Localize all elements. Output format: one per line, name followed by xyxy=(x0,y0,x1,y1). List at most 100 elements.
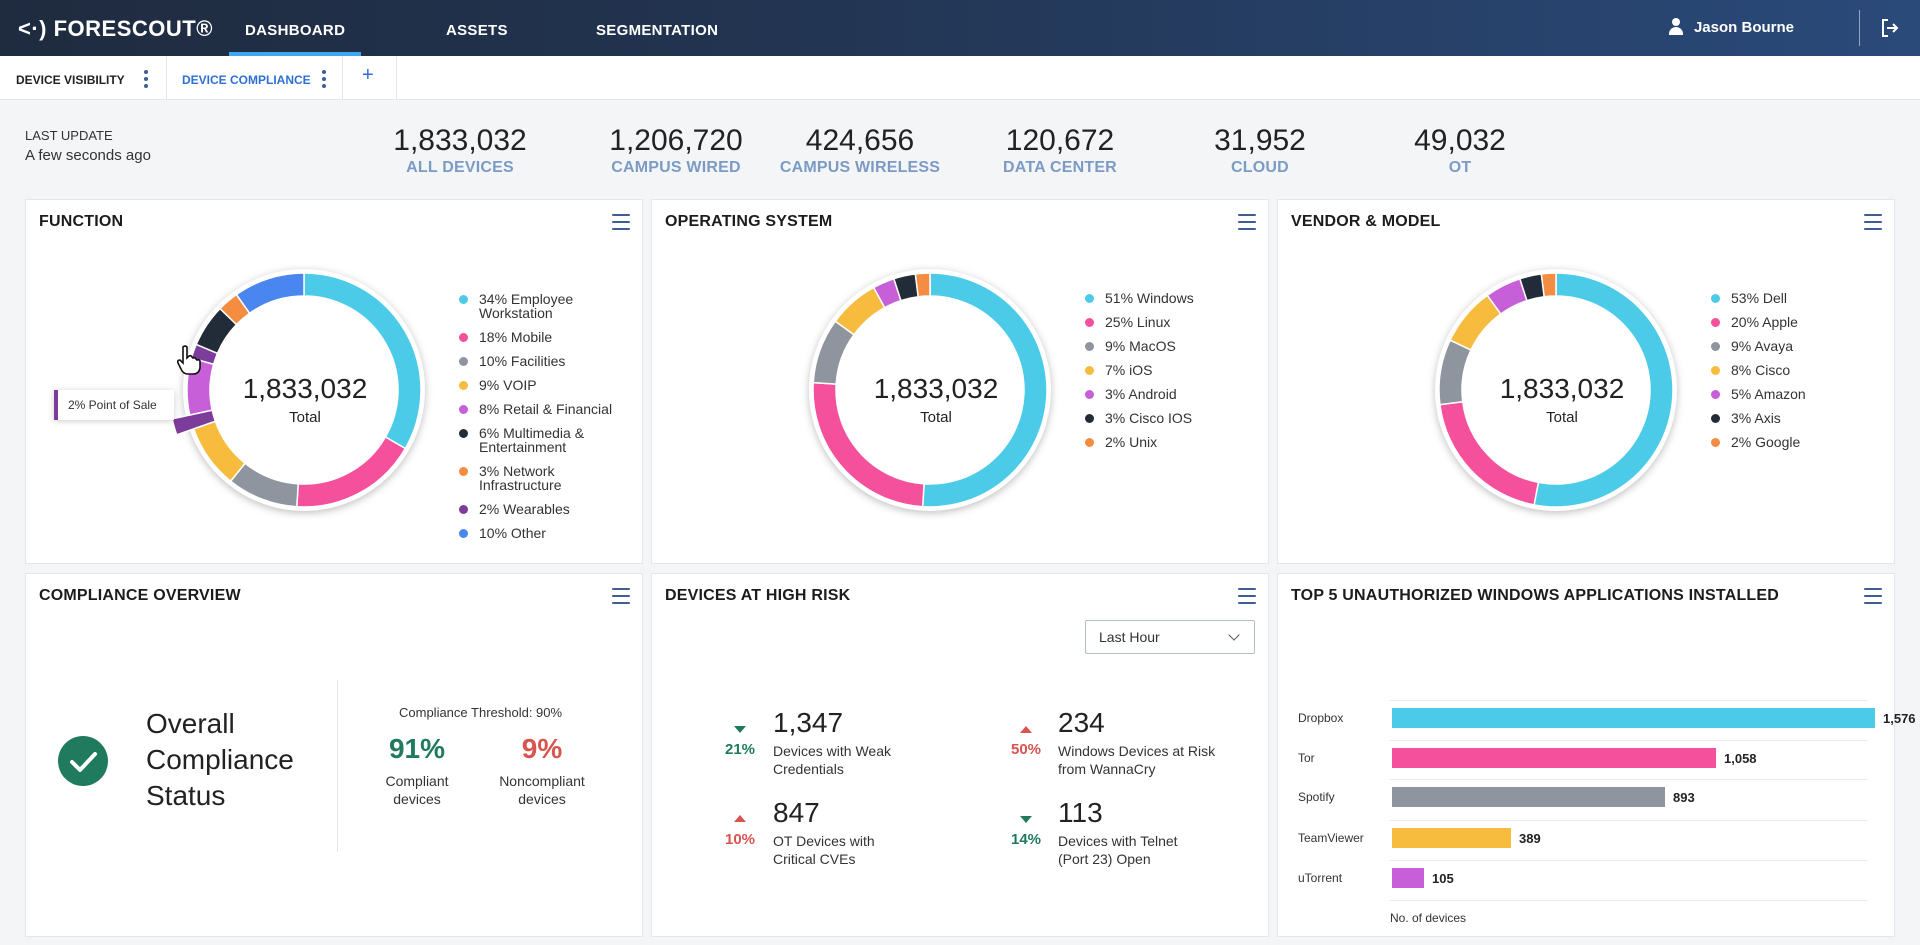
forescout-logo[interactable]: <·) FORESCOUT® xyxy=(18,16,213,41)
menu-icon[interactable] xyxy=(612,214,630,230)
desc-line: Windows Devices at Risk xyxy=(1058,743,1216,759)
risk-count[interactable]: 113 xyxy=(1058,797,1103,828)
legend-item[interactable]: 18% Mobile xyxy=(459,330,612,344)
legend-item[interactable]: 20% Apple xyxy=(1711,315,1806,329)
stat-value: 424,656 xyxy=(805,124,915,157)
function-donut-chart[interactable] xyxy=(160,260,460,520)
legend-item[interactable]: 25% Linux xyxy=(1085,315,1194,329)
user-name: Jason Bourne xyxy=(1693,18,1794,36)
select-value: Last Hour xyxy=(1099,629,1160,645)
legend-item[interactable]: 3% Android xyxy=(1085,387,1194,401)
menu-icon[interactable] xyxy=(612,588,630,604)
legend-item[interactable]: 10% Other xyxy=(459,526,612,540)
kebab-icon[interactable] xyxy=(144,70,148,88)
donut-slice-unix[interactable] xyxy=(914,272,931,298)
bar-category-label: uTorrent xyxy=(1298,871,1343,885)
legend-item[interactable]: 8% Cisco xyxy=(1711,363,1806,377)
bar-teamviewer[interactable] xyxy=(1392,828,1511,848)
legend-item[interactable]: 7% iOS xyxy=(1085,363,1194,377)
chevron-down-icon xyxy=(1228,629,1240,641)
os-donut-chart[interactable] xyxy=(786,260,1086,520)
donut-slice-dell[interactable] xyxy=(1533,272,1674,508)
legend-dot xyxy=(1711,318,1720,327)
legend-dot xyxy=(459,405,468,414)
desc-line: from WannaCry xyxy=(1058,761,1156,777)
legend-dot xyxy=(459,529,468,538)
legend-dot xyxy=(1711,414,1720,423)
risk-description: Windows Devices at Risk from WannaCry xyxy=(1058,742,1238,778)
menu-icon[interactable] xyxy=(1864,588,1882,604)
overall-line: Compliance xyxy=(146,744,294,775)
legend-dot xyxy=(459,333,468,342)
menu-icon[interactable] xyxy=(1864,214,1882,230)
legend-dot xyxy=(1711,342,1720,351)
legend-label: 8% Retail & Financial xyxy=(479,401,613,417)
vendor-donut-chart[interactable] xyxy=(1412,260,1712,520)
tab-device-compliance[interactable]: DEVICE COMPLIANCE xyxy=(182,56,342,100)
legend-item[interactable]: 9% Avaya xyxy=(1711,339,1806,353)
top-unauthorized-apps-card: TOP 5 UNAUTHORIZED WINDOWS APPLICATIONS … xyxy=(1277,573,1895,937)
stat-campus-wireless[interactable]: 424,656 CAMPUS WIRELESS xyxy=(760,124,960,178)
stat-data-center[interactable]: 120,672 DATA CENTER xyxy=(960,124,1160,178)
risk-count[interactable]: 847 xyxy=(773,797,820,828)
time-range-select[interactable]: Last Hour xyxy=(1085,620,1255,654)
stat-ot[interactable]: 49,032 OT xyxy=(1360,124,1560,178)
nav-tab-assets[interactable]: ASSETS xyxy=(446,22,508,39)
bar-dropbox[interactable] xyxy=(1392,708,1875,728)
legend-item[interactable]: 3% Network Infrastructure xyxy=(459,464,612,492)
trend-up-icon xyxy=(734,815,746,822)
legend-dot xyxy=(1085,294,1094,303)
legend-item[interactable]: 3% Axis xyxy=(1711,411,1806,425)
bar-category-label: Tor xyxy=(1298,751,1315,765)
top-navigation: <·) FORESCOUT® DASHBOARD ASSETS SEGMENTA… xyxy=(0,0,1920,56)
legend-item[interactable]: 8% Retail & Financial xyxy=(459,402,612,416)
legend-item[interactable]: 5% Amazon xyxy=(1711,387,1806,401)
function-legend: 34% Employee Workstation 18% Mobile 10% … xyxy=(459,292,612,540)
nav-tab-segmentation[interactable]: SEGMENTATION xyxy=(596,22,719,39)
donut-slice-google[interactable] xyxy=(1540,272,1557,298)
legend-item[interactable]: 9% VOIP xyxy=(459,378,612,392)
tab-divider xyxy=(396,56,397,100)
legend-label: 9% MacOS xyxy=(1105,338,1176,354)
stat-cloud[interactable]: 31,952 CLOUD xyxy=(1160,124,1360,178)
legend-item[interactable]: 2% Unix xyxy=(1085,435,1194,449)
kebab-icon[interactable] xyxy=(322,70,326,88)
compliant-percent: 91% xyxy=(388,733,446,764)
legend-item[interactable]: 2% Google xyxy=(1711,435,1806,449)
legend-item[interactable]: 6% Multimedia & Entertainment xyxy=(459,426,612,454)
hand-cursor-icon xyxy=(176,345,201,375)
tab-device-visibility[interactable]: DEVICE VISIBILITY xyxy=(16,56,166,100)
logout-icon[interactable] xyxy=(1880,18,1900,38)
legend-dot xyxy=(1711,366,1720,375)
gridline xyxy=(1390,820,1868,821)
legend-dot xyxy=(1085,438,1094,447)
legend-item[interactable]: 53% Dell xyxy=(1711,291,1806,305)
donut-total-label: Total xyxy=(920,409,952,426)
menu-icon[interactable] xyxy=(1238,214,1256,230)
donut-slice-other[interactable] xyxy=(235,272,305,315)
legend-item[interactable]: 51% Windows xyxy=(1085,291,1194,305)
last-update-label: LAST UPDATE xyxy=(25,128,113,143)
bar-utorrent[interactable] xyxy=(1392,868,1424,888)
stat-campus-wired[interactable]: 1,206,720 CAMPUS WIRED xyxy=(576,124,776,178)
legend-item[interactable]: 2% Wearables xyxy=(459,502,612,516)
nav-tab-dashboard[interactable]: DASHBOARD xyxy=(228,0,362,56)
bar-spotify[interactable] xyxy=(1392,787,1665,807)
stat-value: 49,032 xyxy=(1414,124,1506,157)
bar-category-label: Spotify xyxy=(1298,790,1335,804)
legend-item[interactable]: 9% MacOS xyxy=(1085,339,1194,353)
stat-all-devices[interactable]: 1,833,032 ALL DEVICES xyxy=(360,124,560,178)
legend-label: 34% Employee Workstation xyxy=(479,291,574,321)
legend-item[interactable]: 10% Facilities xyxy=(459,354,612,368)
user-menu[interactable]: Jason Bourne xyxy=(1668,18,1794,36)
risk-count[interactable]: 1,347 xyxy=(773,707,844,738)
add-tab-icon[interactable]: + xyxy=(362,64,374,86)
bar-tor[interactable] xyxy=(1392,748,1716,768)
legend-item[interactable]: 3% Cisco IOS xyxy=(1085,411,1194,425)
legend-dot xyxy=(459,429,468,438)
x-axis-title: No. of devices xyxy=(1390,911,1467,925)
menu-icon[interactable] xyxy=(1238,588,1256,604)
bar-value-label: 1,058 xyxy=(1724,751,1757,766)
risk-count[interactable]: 234 xyxy=(1058,707,1105,738)
legend-item[interactable]: 34% Employee Workstation xyxy=(459,292,612,320)
